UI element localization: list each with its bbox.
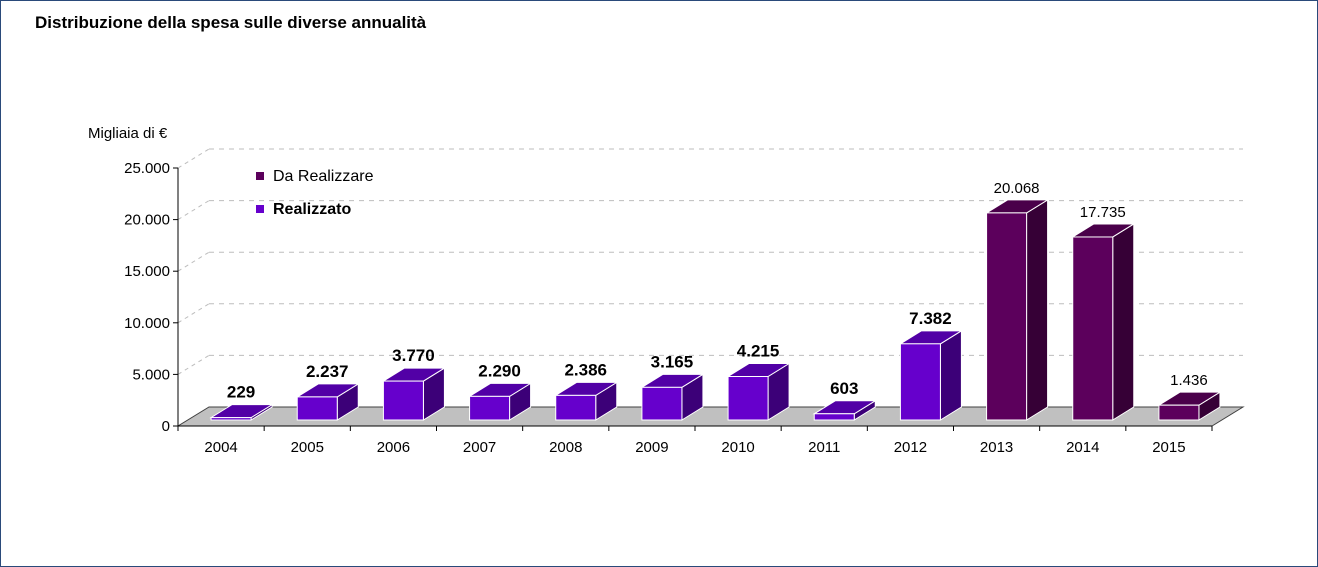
y-tick-label: 20.000 [124,212,170,229]
bar-2005 [295,383,361,421]
bar-side [1026,199,1049,421]
bar-front [296,396,338,421]
gridline-side [177,148,210,169]
bar-front [555,394,597,421]
bar-2015 [1157,391,1222,421]
bar-front [727,376,769,421]
legend-label: Da Realizzare [273,168,374,185]
legend-label: Realizzato [273,201,351,218]
chart-title: Distribuzione della spesa sulle diverse … [35,13,427,32]
x-tick-label: 2007 [463,439,496,456]
gridline-side [177,354,210,375]
data-label: 20.068 [994,180,1040,197]
bar-2006 [381,367,447,421]
x-tick-label: 2011 [808,439,840,456]
data-label: 3.165 [651,352,694,371]
bar-2011 [812,399,878,421]
data-label: 3.770 [392,346,435,365]
bar-2014 [1070,223,1136,421]
x-tick-label: 2010 [721,439,754,456]
bar-front [469,395,511,421]
bar-side [939,329,962,421]
bar-front [210,417,252,421]
bar-front [382,380,424,421]
bar-front [1072,236,1114,421]
data-label: 603 [830,379,858,398]
bar-2004 [209,403,274,421]
bar-side [1112,223,1135,421]
y-tick-label: 5.000 [132,366,170,383]
x-tick-label: 2013 [980,439,1013,456]
data-label: 229 [227,383,255,402]
data-label: 2.290 [478,361,521,380]
x-tick-label: 2004 [204,439,237,456]
data-label: 4.215 [737,342,780,361]
x-tick-label: 2008 [549,439,582,456]
y-tick-label: 15.000 [124,263,170,280]
x-tick-label: 2014 [1066,439,1099,456]
data-label: 2.386 [564,360,607,379]
data-label: 2.237 [306,362,349,381]
bar-front [641,386,683,421]
gridline-side [177,200,210,221]
bar-2013 [984,199,1050,421]
bar-2008 [553,381,619,421]
x-tick-label: 2006 [377,439,410,456]
legend-item: Da Realizzare [256,168,374,185]
y-tick-label: 0 [162,418,170,435]
x-tick-label: 2005 [291,439,324,456]
bar-front [986,212,1028,421]
x-tick-label: 2009 [635,439,668,456]
bar-front [899,343,941,421]
x-tick-label: 2015 [1152,439,1185,456]
bar-2007 [467,382,533,421]
bar-2010 [726,362,791,421]
legend-item: Realizzato [256,201,351,218]
bar-front [1158,404,1200,421]
y-tick-label: 25.000 [124,160,170,177]
bar-2012 [898,329,964,421]
bar-2009 [640,373,705,421]
legend-swatch [256,205,264,213]
legend-swatch [256,172,264,180]
gridline-side [177,251,210,272]
y-tick-label: 10.000 [124,315,170,332]
gridline-side [177,303,210,324]
bar-front [813,413,855,421]
x-tick-label: 2012 [894,439,927,456]
data-label: 7.382 [909,309,952,328]
y-axis-label: Migliaia di € [88,125,168,142]
data-label: 1.436 [1170,372,1208,389]
data-label: 17.735 [1080,204,1126,221]
